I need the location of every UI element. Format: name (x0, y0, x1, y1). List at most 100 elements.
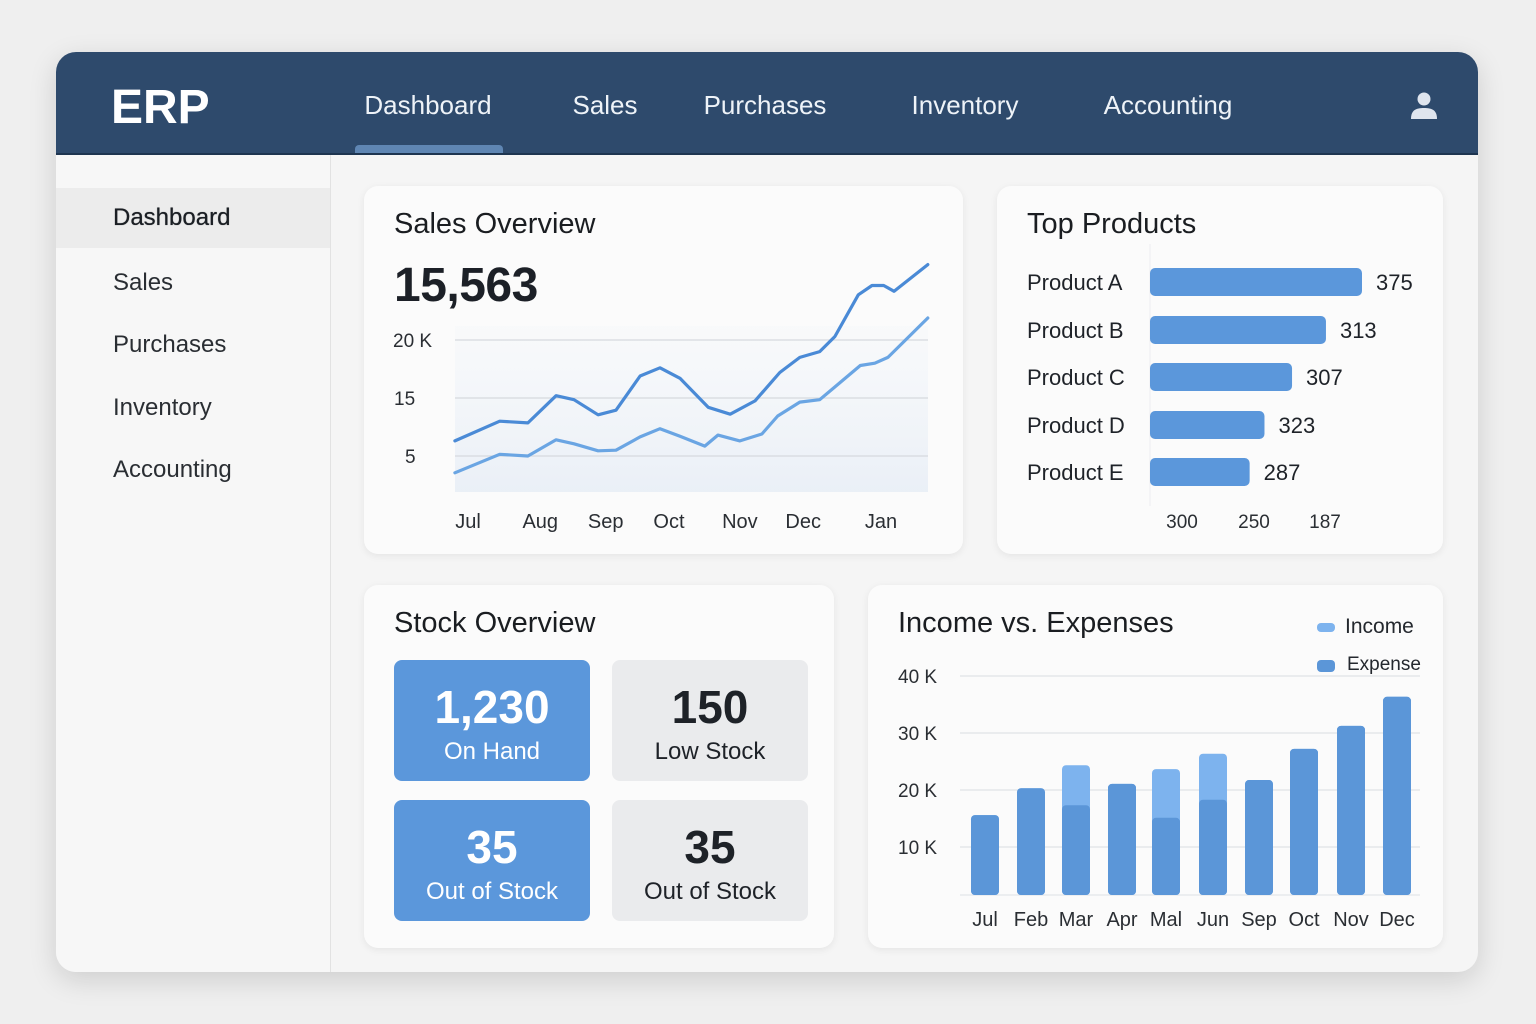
income-expenses-title: Income vs. Expenses (898, 607, 1174, 639)
x-tick-label: Apr (1106, 909, 1137, 931)
x-tick-label: Oct (653, 511, 685, 533)
product-label: Product E (1027, 460, 1124, 485)
stock-overview-card: Stock Overview 1,230 On Hand 150 Low Sto… (364, 585, 834, 948)
x-tick-label: 250 (1238, 512, 1270, 533)
y-tick-label: 20 K (393, 331, 432, 352)
stock-tile-value: 1,230 (434, 681, 550, 733)
expense-bar (971, 815, 999, 895)
legend-income-swatch (1317, 623, 1335, 632)
sidebar-item-accounting[interactable]: Accounting (56, 440, 330, 500)
x-tick-label: Feb (1014, 909, 1048, 931)
nav-tab-sales[interactable]: Sales (572, 90, 638, 120)
sales-series-line-upper (453, 262, 930, 443)
sidebar-item-purchases[interactable]: Purchases (56, 315, 330, 375)
y-tick-label: 30 K (898, 724, 937, 745)
stock-overview-title: Stock Overview (394, 607, 596, 639)
x-tick-label: Oct (1288, 909, 1320, 931)
expense-bar (1245, 780, 1273, 895)
product-bar (1150, 268, 1362, 296)
y-tick-label: 10 K (898, 838, 937, 859)
x-tick-label: Dec (1379, 909, 1415, 931)
user-icon[interactable] (1410, 91, 1438, 121)
stock-tile-value: 35 (684, 821, 736, 873)
legend-expense-swatch (1317, 660, 1335, 672)
x-tick-label: Mal (1150, 909, 1182, 931)
nav-tab-accounting[interactable]: Accounting (1103, 90, 1233, 120)
sidebar-item-inventory[interactable]: Inventory (56, 378, 330, 438)
expense-bar (1108, 783, 1136, 895)
expense-bar (1017, 788, 1045, 895)
expense-bar (1152, 817, 1180, 895)
sales-line-chart: 20 K 15 5 Jul Aug Sep Oct Nov Dec Jan (393, 262, 930, 533)
sales-overview-title: Sales Overview (394, 208, 596, 240)
product-label: Product D (1027, 413, 1125, 438)
stock-tile-value: 150 (671, 681, 749, 733)
x-tick-label: Nov (1333, 909, 1369, 931)
legend-expense-label: Expense (1347, 654, 1421, 675)
x-tick-label: Jun (1197, 909, 1229, 931)
nav-tab-inventory[interactable]: Inventory (911, 90, 1019, 120)
sidebar-item-label: Dashboard (113, 204, 231, 231)
x-tick-label: 300 (1166, 512, 1198, 533)
x-tick-label: Nov (722, 511, 758, 533)
y-tick-label: 20 K (898, 781, 937, 802)
sales-series-line-lower (453, 316, 930, 475)
sidebar-item-label: Accounting (113, 456, 232, 483)
product-label: Product B (1027, 318, 1124, 343)
product-value-label: 287 (1264, 460, 1301, 485)
x-tick-label: Sep (588, 511, 624, 533)
app-window: ERP Dashboard Sales Purchases Inventory … (56, 52, 1478, 972)
stock-tile-label: Out of Stock (643, 878, 777, 905)
income-expenses-card: Income vs. Expenses Income Expense 40 K 3… (868, 585, 1443, 948)
stock-tile-label: Low Stock (654, 738, 766, 765)
stock-tile-value: 35 (466, 821, 518, 873)
sidebar-item-dashboard[interactable]: Dashboard (56, 188, 330, 248)
expense-bar (1290, 748, 1318, 895)
expense-bar (1062, 805, 1090, 895)
x-tick-label: Jan (865, 511, 897, 533)
active-tab-indicator (355, 145, 503, 153)
nav-tab-dashboard[interactable]: Dashboard (364, 90, 492, 120)
expense-bar (1383, 696, 1411, 895)
sidebar-item-label: Sales (113, 269, 174, 296)
product-value-label: 375 (1376, 270, 1413, 295)
sidebar-item-label: Purchases (113, 331, 227, 358)
stock-tile-out-of-stock-alt[interactable]: 35 Out of Stock (612, 800, 808, 921)
top-products-card: Top Products Product A 375 Product B 313 Pro… (997, 186, 1443, 554)
product-value-label: 313 (1340, 318, 1377, 343)
x-tick-label: Jul (455, 511, 481, 533)
product-bar (1150, 363, 1293, 391)
sales-total: 15,563 (394, 259, 538, 312)
x-tick-label: Aug (522, 511, 558, 533)
stock-tile-out-of-stock[interactable]: 35 Out of Stock (394, 800, 590, 921)
x-tick-label: Mar (1059, 909, 1094, 931)
sales-overview-card: Sales Overview 15,563 20 K 15 5 Jul Aug Sep Oc… (364, 186, 963, 554)
product-label: Product C (1027, 365, 1125, 390)
stock-tile-on-hand[interactable]: 1,230 On Hand (394, 660, 590, 781)
x-tick-label: 187 (1309, 512, 1341, 533)
product-label: Product A (1027, 270, 1123, 295)
sidebar: Dashboard Sales Purchases Inventory Acco… (56, 155, 331, 972)
legend-income-label: Income (1345, 615, 1414, 638)
top-products-bar-chart: Product A 375 Product B 313 Product C 307 Prod… (1027, 244, 1413, 533)
sidebar-item-label: Inventory (113, 394, 212, 421)
top-products-title: Top Products (1027, 208, 1197, 240)
stock-tile-label: On Hand (443, 738, 541, 765)
x-tick-label: Dec (785, 511, 821, 533)
stock-tile-label: Out of Stock (425, 878, 559, 905)
nav-tab-purchases[interactable]: Purchases (703, 90, 827, 120)
sidebar-item-sales[interactable]: Sales (56, 253, 330, 313)
stock-tile-low-stock[interactable]: 150 Low Stock (612, 660, 808, 781)
expense-bar (1337, 725, 1365, 895)
y-tick-label: 40 K (898, 667, 937, 688)
y-tick-label: 5 (405, 447, 416, 468)
product-value-label: 307 (1306, 365, 1343, 390)
x-tick-label: Sep (1241, 909, 1277, 931)
app-logo: ERP (111, 81, 210, 134)
product-bar (1150, 458, 1250, 486)
top-header: ERP Dashboard Sales Purchases Inventory … (56, 52, 1478, 155)
expense-bar (1199, 799, 1227, 895)
x-tick-label: Jul (972, 909, 998, 931)
plot-area-fill (455, 326, 928, 492)
income-expenses-bar-chart: 40 K 30 K 20 K 10 K Jul Feb Mar Apr Mal Jun Sep Oct… (898, 667, 1420, 931)
